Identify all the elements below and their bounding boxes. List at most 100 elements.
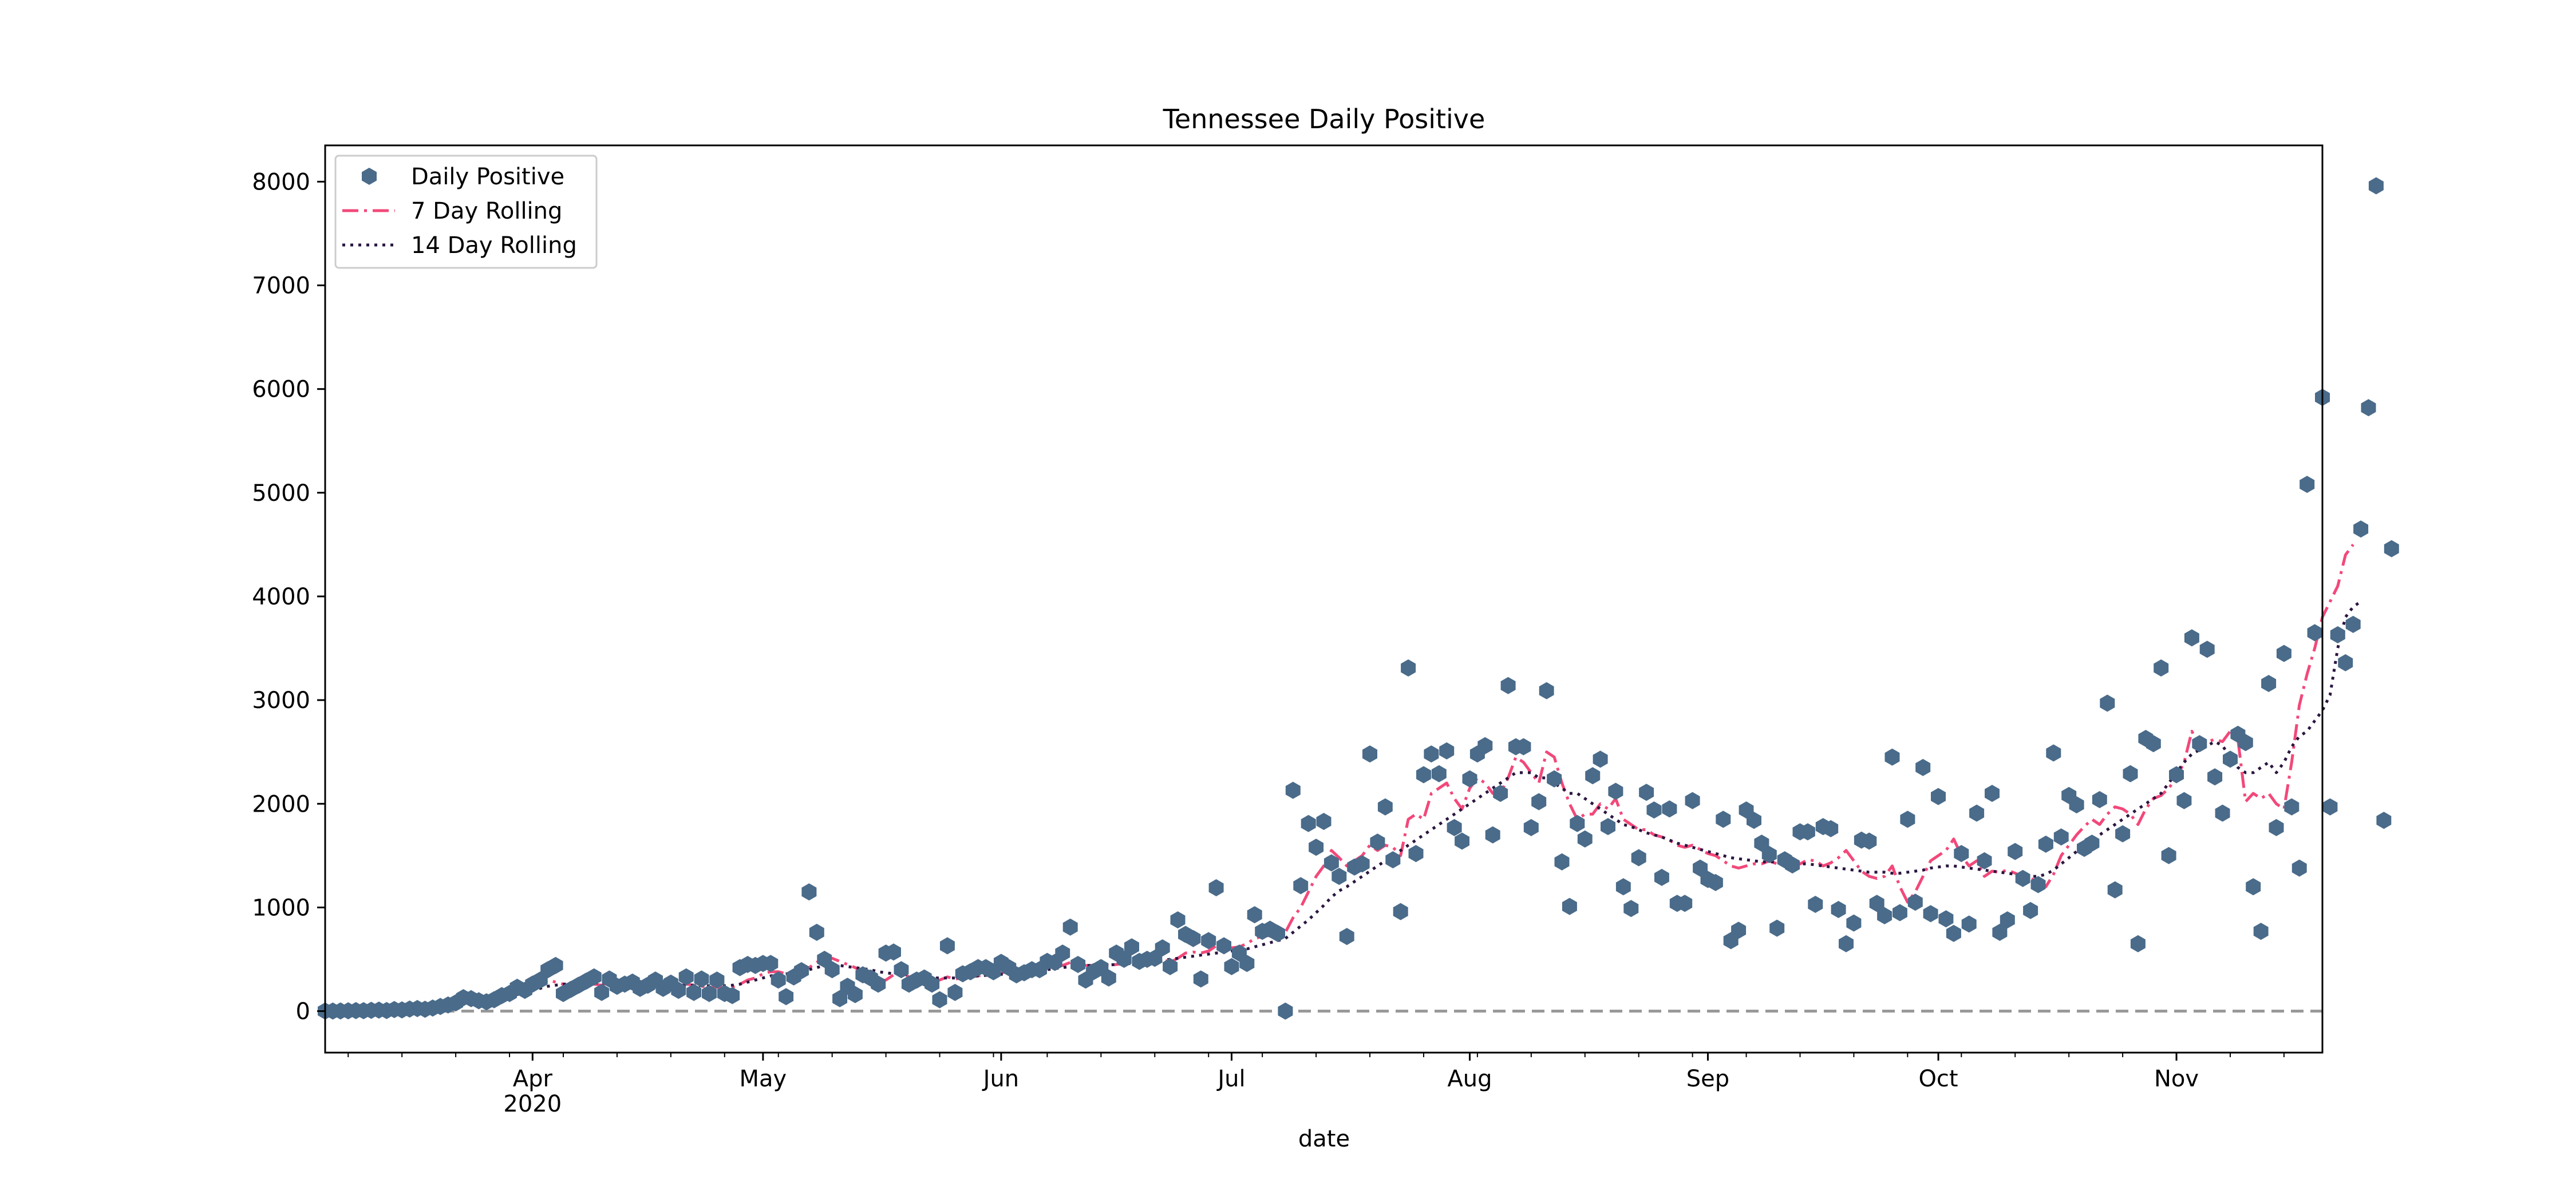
data-point	[1839, 935, 1854, 952]
data-point	[1224, 958, 1239, 975]
data-point	[594, 983, 610, 1001]
data-point	[1201, 932, 1216, 950]
data-point	[2338, 654, 2353, 671]
data-point	[1500, 677, 1516, 694]
data-point	[1785, 856, 1800, 874]
data-point	[1639, 784, 1654, 801]
data-point	[1278, 1002, 1293, 1020]
data-point	[1285, 781, 1301, 799]
data-point	[2246, 878, 2261, 896]
data-point	[809, 923, 824, 941]
data-point	[2146, 735, 2161, 753]
data-point	[2291, 859, 2307, 877]
data-point	[1969, 804, 1985, 822]
data-point	[1216, 937, 1231, 955]
data-point	[1977, 852, 1992, 869]
data-point	[2223, 750, 2238, 768]
x-tick-label: Jun	[982, 1066, 1020, 1092]
data-point	[1915, 758, 1931, 776]
data-point	[824, 961, 840, 979]
data-point	[947, 983, 963, 1001]
data-point	[2100, 694, 2115, 712]
data-point	[2015, 869, 2030, 887]
data-point	[2384, 540, 2399, 557]
data-point	[1393, 903, 1408, 920]
data-point	[2307, 624, 2322, 642]
data-point	[1408, 845, 1424, 863]
data-point	[1385, 851, 1401, 869]
data-point	[1554, 853, 1570, 871]
legend-marker	[362, 168, 377, 185]
data-point	[702, 984, 717, 1002]
data-point	[1938, 910, 1954, 928]
data-points-layer	[318, 177, 2399, 1020]
data-point	[1677, 895, 1693, 912]
data-point	[1547, 770, 1562, 788]
data-point	[1893, 904, 1907, 922]
data-point	[1662, 800, 1677, 818]
data-point	[1186, 930, 1201, 947]
legend-label: Daily Positive	[411, 164, 564, 190]
data-point	[1424, 745, 1439, 763]
plot-frame	[324, 144, 2324, 1054]
data-point	[1985, 785, 2000, 802]
data-point	[1523, 819, 1539, 836]
data-point	[1431, 765, 1447, 782]
y-tick-label: 2000	[252, 791, 310, 817]
data-point	[1485, 826, 1500, 844]
data-point	[1116, 951, 1132, 968]
data-point	[2253, 923, 2269, 940]
data-point	[2261, 675, 2277, 693]
data-point	[2053, 828, 2069, 846]
data-point	[1761, 846, 1777, 863]
data-point	[2038, 835, 2053, 853]
data-point	[1961, 915, 1977, 933]
legend-label: 7 Day Rolling	[411, 198, 562, 224]
data-point	[1101, 969, 1116, 987]
data-point	[2215, 804, 2230, 822]
data-point	[1615, 878, 1631, 896]
data-point	[1531, 793, 1547, 810]
data-point	[1124, 938, 1139, 956]
data-point	[1516, 738, 1531, 756]
data-point	[1539, 682, 1554, 699]
data-point	[1708, 873, 1723, 891]
y-tick-label: 4000	[252, 584, 310, 610]
data-point	[2376, 812, 2392, 829]
data-point	[1585, 767, 1601, 785]
data-point	[1877, 907, 1893, 924]
data-point	[1654, 868, 1669, 886]
data-point	[1562, 897, 1577, 915]
data-point	[1716, 810, 1731, 828]
data-point	[1163, 958, 1178, 975]
data-point	[1377, 798, 1393, 816]
data-point	[1623, 900, 1639, 918]
data-point	[2276, 645, 2291, 662]
data-point	[1293, 877, 1309, 895]
data-point	[1631, 849, 1646, 867]
data-point	[1462, 770, 1477, 788]
data-point	[548, 956, 563, 974]
data-point	[1370, 833, 1385, 851]
data-point	[1862, 832, 1877, 850]
data-point	[2192, 735, 2207, 753]
data-point	[2023, 902, 2038, 919]
legend-box	[334, 155, 598, 269]
x-tick-label: Sep	[1686, 1066, 1729, 1092]
data-point	[1923, 905, 1938, 923]
data-point	[2115, 825, 2131, 843]
data-point	[894, 961, 909, 979]
data-point	[586, 968, 602, 986]
data-point	[801, 883, 817, 901]
data-point	[832, 990, 848, 1007]
data-point	[924, 975, 940, 993]
data-point	[2368, 177, 2384, 195]
data-point	[2161, 847, 2176, 864]
data-point	[2000, 911, 2015, 929]
data-point	[1239, 955, 1255, 972]
data-point	[1831, 901, 1846, 918]
data-point	[1900, 810, 1915, 828]
data-point	[1954, 845, 1969, 863]
data-point	[1931, 788, 1946, 805]
